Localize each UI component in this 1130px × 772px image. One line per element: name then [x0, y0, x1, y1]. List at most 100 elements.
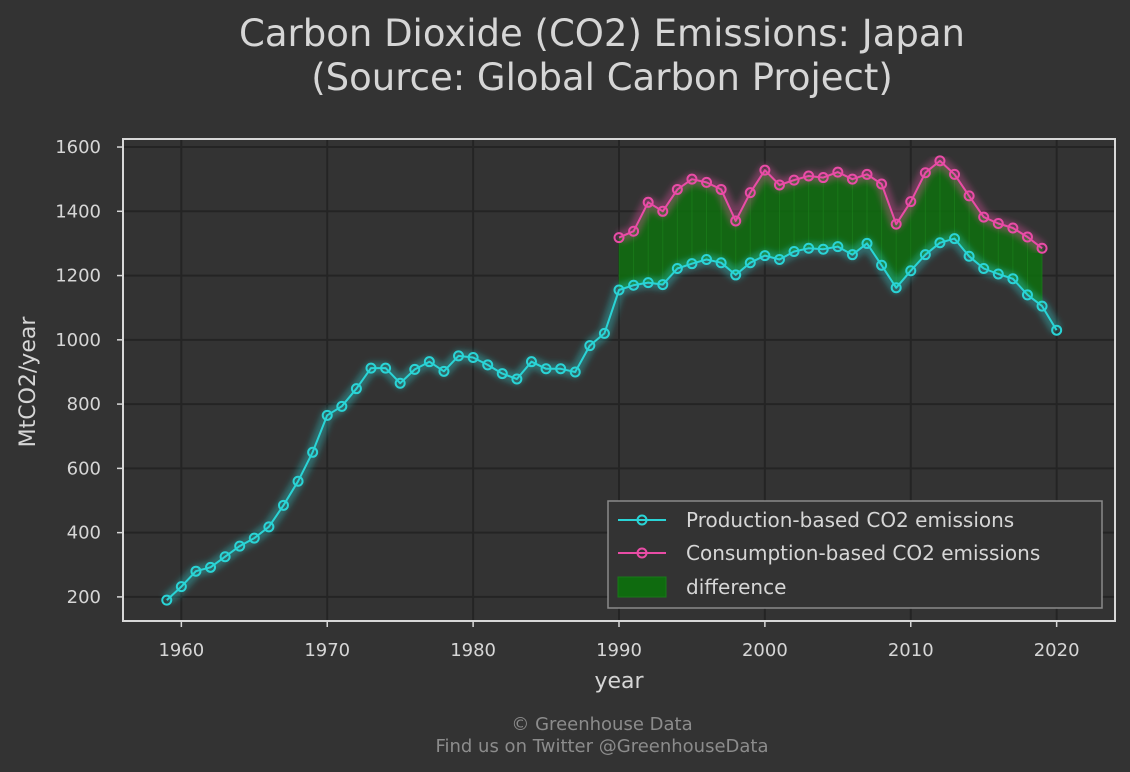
- production-point: [1021, 289, 1033, 301]
- legend-box: [607, 500, 1103, 609]
- difference-area: [618, 160, 1043, 307]
- production-point: [657, 279, 669, 291]
- production-point: [890, 282, 902, 294]
- production-point: [978, 262, 990, 274]
- production-point: [219, 551, 231, 563]
- y-tick-label: 1000: [55, 330, 101, 351]
- consumption-point: [978, 211, 990, 223]
- production-point: [1051, 324, 1063, 336]
- y-tick-label: 1600: [55, 137, 101, 158]
- consumption-point: [963, 190, 975, 202]
- production-point: [715, 257, 727, 269]
- production-point: [525, 356, 537, 368]
- x-tick-label: 1990: [596, 640, 642, 661]
- production-point: [730, 269, 742, 281]
- consumption-point: [803, 170, 815, 182]
- legend: Production-based CO2 emissions Consumpti…: [607, 500, 1103, 609]
- grid: [123, 139, 1115, 621]
- production-point: [876, 259, 888, 271]
- legend-consumption-label: Consumption-based CO2 emissions: [686, 541, 1040, 565]
- difference-fill: [619, 160, 1043, 307]
- production-point: [759, 250, 771, 262]
- consumption-point: [686, 173, 698, 185]
- consumption-point: [846, 173, 858, 185]
- production-point: [263, 521, 275, 533]
- production-point: [190, 565, 202, 577]
- production-point: [628, 279, 640, 291]
- production-point: [905, 265, 917, 277]
- production-point: [686, 258, 698, 270]
- legend-production-marker: [636, 514, 648, 526]
- x-tick-label: 2000: [742, 640, 788, 661]
- production-point: [773, 254, 785, 265]
- consumption-point: [1007, 222, 1019, 234]
- legend-consumption-marker: [636, 547, 648, 559]
- production-point: [817, 243, 829, 255]
- production-point: [307, 446, 319, 458]
- production-point: [482, 359, 494, 371]
- production-point: [409, 363, 421, 375]
- production-point: [803, 242, 815, 254]
- production-point: [949, 233, 961, 245]
- consumption-point: [642, 196, 654, 208]
- y-axis: 200 400 600 800 1000 1200 1400 1600: [55, 137, 123, 608]
- consumption-point: [919, 167, 931, 179]
- footer-twitter: Find us on Twitter @GreenhouseData: [435, 736, 768, 757]
- consumption-point: [730, 215, 742, 227]
- consumption-point: [628, 225, 640, 237]
- legend-difference-swatch: [617, 576, 667, 598]
- consumption-point: [861, 168, 873, 180]
- production-point: [584, 340, 596, 352]
- consumption-point: [949, 168, 961, 180]
- production-point: [234, 540, 246, 552]
- consumption-point: [715, 183, 727, 195]
- consumption-point: [671, 183, 683, 195]
- production-point: [963, 250, 975, 262]
- x-tick-label: 1960: [158, 640, 204, 661]
- x-axis-label: year: [594, 669, 644, 694]
- production-point: [453, 350, 465, 362]
- production-point: [467, 352, 479, 364]
- x-tick-label: 2010: [888, 640, 934, 661]
- x-tick-label: 2020: [1034, 640, 1080, 661]
- production-point: [292, 475, 304, 487]
- consumption-point: [817, 172, 829, 184]
- consumption-point: [890, 218, 902, 230]
- footer-copyright: © Greenhouse Data: [511, 714, 692, 735]
- chart-subtitle: (Source: Global Carbon Project): [311, 56, 893, 99]
- production-point: [438, 365, 450, 377]
- production-point: [496, 368, 508, 380]
- consumption-point: [657, 205, 669, 217]
- x-axis: 1960 1970 1980 1990 2000 2010 2020: [158, 621, 1080, 661]
- consumption-point: [788, 174, 800, 186]
- y-tick-label: 1200: [55, 266, 101, 287]
- production-point: [1007, 273, 1019, 285]
- y-tick-label: 600: [67, 458, 101, 479]
- production-point: [365, 362, 377, 374]
- production-point: [744, 257, 756, 269]
- production-point: [642, 277, 654, 289]
- consumption-point: [934, 155, 946, 167]
- y-tick-label: 800: [67, 394, 101, 415]
- y-axis-label: MtCO2/year: [16, 316, 41, 448]
- production-point: [671, 262, 683, 274]
- production-point: [380, 362, 392, 374]
- consumption-point: [701, 176, 713, 188]
- production-point: [277, 499, 289, 511]
- consumption-point: [759, 164, 771, 176]
- production-point: [569, 366, 581, 378]
- production-point: [205, 561, 217, 573]
- consumption-point: [992, 218, 1004, 230]
- production-point: [832, 241, 844, 253]
- production-point: [540, 363, 552, 375]
- production-point: [788, 245, 800, 257]
- consumption-point: [876, 178, 888, 190]
- legend-production-label: Production-based CO2 emissions: [686, 508, 1014, 532]
- production-point: [511, 373, 523, 385]
- production-point: [861, 237, 873, 249]
- y-tick-label: 400: [67, 523, 101, 544]
- production-line: [166, 237, 1058, 601]
- production-point: [598, 327, 610, 339]
- production-point: [919, 249, 931, 261]
- production-point: [336, 400, 348, 412]
